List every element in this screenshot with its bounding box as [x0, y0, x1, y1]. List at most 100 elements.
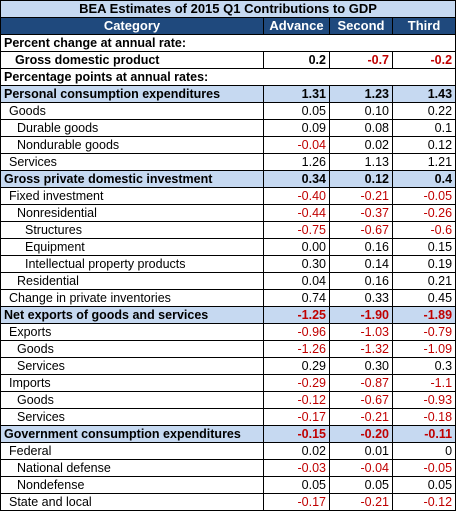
- row-label: State and local: [0, 493, 264, 511]
- value-advance: -0.04: [263, 136, 330, 154]
- row-label: Gross private domestic investment: [0, 170, 264, 188]
- value-second: -1.03: [329, 323, 393, 341]
- value-third: -0.26: [391, 204, 456, 222]
- value-advance: 0.05: [263, 102, 330, 120]
- value-third: 0: [391, 442, 456, 460]
- value-advance: 0.09: [263, 119, 330, 137]
- value-advance: -1.26: [263, 340, 330, 358]
- value-advance: 0.02: [263, 442, 330, 460]
- value-third: 0.15: [391, 238, 456, 256]
- row-label: Intellectual property products: [0, 255, 264, 273]
- table-header-row: Category Advance Second Third: [0, 17, 456, 35]
- value-advance: -0.17: [263, 408, 330, 426]
- row-label: National defense: [0, 459, 264, 477]
- table-row: Goods -1.26 -1.32 -1.09: [0, 340, 456, 358]
- value-third: 0.45: [391, 289, 456, 307]
- value-third: 1.21: [391, 153, 456, 171]
- value-third: -1.09: [391, 340, 456, 358]
- value-second: -0.7: [329, 51, 393, 69]
- table-row: Exports -0.96 -1.03 -0.79: [0, 323, 456, 341]
- value-second: -1.32: [329, 340, 393, 358]
- value-second: 0.02: [329, 136, 393, 154]
- value-third: -0.93: [391, 391, 456, 409]
- value-third: 0.05: [391, 476, 456, 494]
- row-label: Change in private inventories: [0, 289, 264, 307]
- table-title-row: BEA Estimates of 2015 Q1 Contributions t…: [0, 0, 456, 18]
- value-advance: 0.30: [263, 255, 330, 273]
- value-third: -0.6: [391, 221, 456, 239]
- value-second: 0.05: [329, 476, 393, 494]
- row-label: Fixed investment: [0, 187, 264, 205]
- value-advance: -0.40: [263, 187, 330, 205]
- value-advance: 0.29: [263, 357, 330, 375]
- value-third: 0.22: [391, 102, 456, 120]
- value-third: 0.21: [391, 272, 456, 290]
- value-second: 1.23: [329, 85, 393, 103]
- value-second: 0.30: [329, 357, 393, 375]
- table-row: Change in private inventories 0.74 0.33 0.4…: [0, 289, 456, 307]
- value-advance: -0.15: [263, 425, 330, 443]
- row-label: Percent change at annual rate:: [0, 34, 456, 52]
- table-row: State and local -0.17 -0.21 -0.12: [0, 493, 456, 511]
- value-second: 0.16: [329, 272, 393, 290]
- header-third: Third: [391, 17, 456, 35]
- table-row: Personal consumption expenditures 1.31 1.2…: [0, 85, 456, 103]
- table-row: Federal 0.02 0.01 0: [0, 442, 456, 460]
- row-label: Structures: [0, 221, 264, 239]
- value-third: -1.89: [391, 306, 456, 324]
- value-advance: 0.04: [263, 272, 330, 290]
- value-second: 0.08: [329, 119, 393, 137]
- value-second: 0.12: [329, 170, 393, 188]
- value-third: 0.4: [391, 170, 456, 188]
- value-advance: 0.34: [263, 170, 330, 188]
- row-label: Exports: [0, 323, 264, 341]
- table-row: Residential 0.04 0.16 0.21: [0, 272, 456, 290]
- value-third: 0.1: [391, 119, 456, 137]
- value-third: -0.05: [391, 187, 456, 205]
- table-row: Equipment 0.00 0.16 0.15: [0, 238, 456, 256]
- row-label: Services: [0, 408, 264, 426]
- value-second: -0.21: [329, 408, 393, 426]
- value-third: -0.2: [391, 51, 456, 69]
- value-advance: -0.75: [263, 221, 330, 239]
- value-advance: 0.2: [263, 51, 330, 69]
- value-advance: -0.96: [263, 323, 330, 341]
- value-second: 0.10: [329, 102, 393, 120]
- row-label: Durable goods: [0, 119, 264, 137]
- value-advance: -0.12: [263, 391, 330, 409]
- value-advance: -0.03: [263, 459, 330, 477]
- row-label: Percentage points at annual rates:: [0, 68, 456, 86]
- row-label: Government consumption expenditures: [0, 425, 264, 443]
- table-row: Nonresidential -0.44 -0.37 -0.26: [0, 204, 456, 222]
- value-second: -0.87: [329, 374, 393, 392]
- value-second: -0.37: [329, 204, 393, 222]
- value-advance: 1.26: [263, 153, 330, 171]
- value-advance: 1.31: [263, 85, 330, 103]
- row-label: Goods: [0, 391, 264, 409]
- value-second: 0.01: [329, 442, 393, 460]
- table-row: National defense -0.03 -0.04 -0.05: [0, 459, 456, 477]
- row-label: Net exports of goods and services: [0, 306, 264, 324]
- value-advance: 0.74: [263, 289, 330, 307]
- table-row: Nondurable goods -0.04 0.02 0.12: [0, 136, 456, 154]
- value-second: -0.04: [329, 459, 393, 477]
- header-category: Category: [0, 17, 264, 35]
- table-row: Imports -0.29 -0.87 -1.1: [0, 374, 456, 392]
- header-second: Second: [329, 17, 393, 35]
- row-label: Gross domestic product: [0, 51, 264, 69]
- table-row: Percentage points at annual rates:: [0, 68, 456, 86]
- value-third: -0.11: [391, 425, 456, 443]
- value-advance: -0.29: [263, 374, 330, 392]
- value-second: -0.67: [329, 391, 393, 409]
- row-label: Nondefense: [0, 476, 264, 494]
- row-label: Equipment: [0, 238, 264, 256]
- table-row: Goods -0.12 -0.67 -0.93: [0, 391, 456, 409]
- table-row: Gross private domestic investment 0.34 0.1…: [0, 170, 456, 188]
- row-label: Goods: [0, 102, 264, 120]
- value-third: -1.1: [391, 374, 456, 392]
- value-second: 0.16: [329, 238, 393, 256]
- table-row: Government consumption expenditures -0.15…: [0, 425, 456, 443]
- table-row: Nondefense 0.05 0.05 0.05: [0, 476, 456, 494]
- value-advance: 0.00: [263, 238, 330, 256]
